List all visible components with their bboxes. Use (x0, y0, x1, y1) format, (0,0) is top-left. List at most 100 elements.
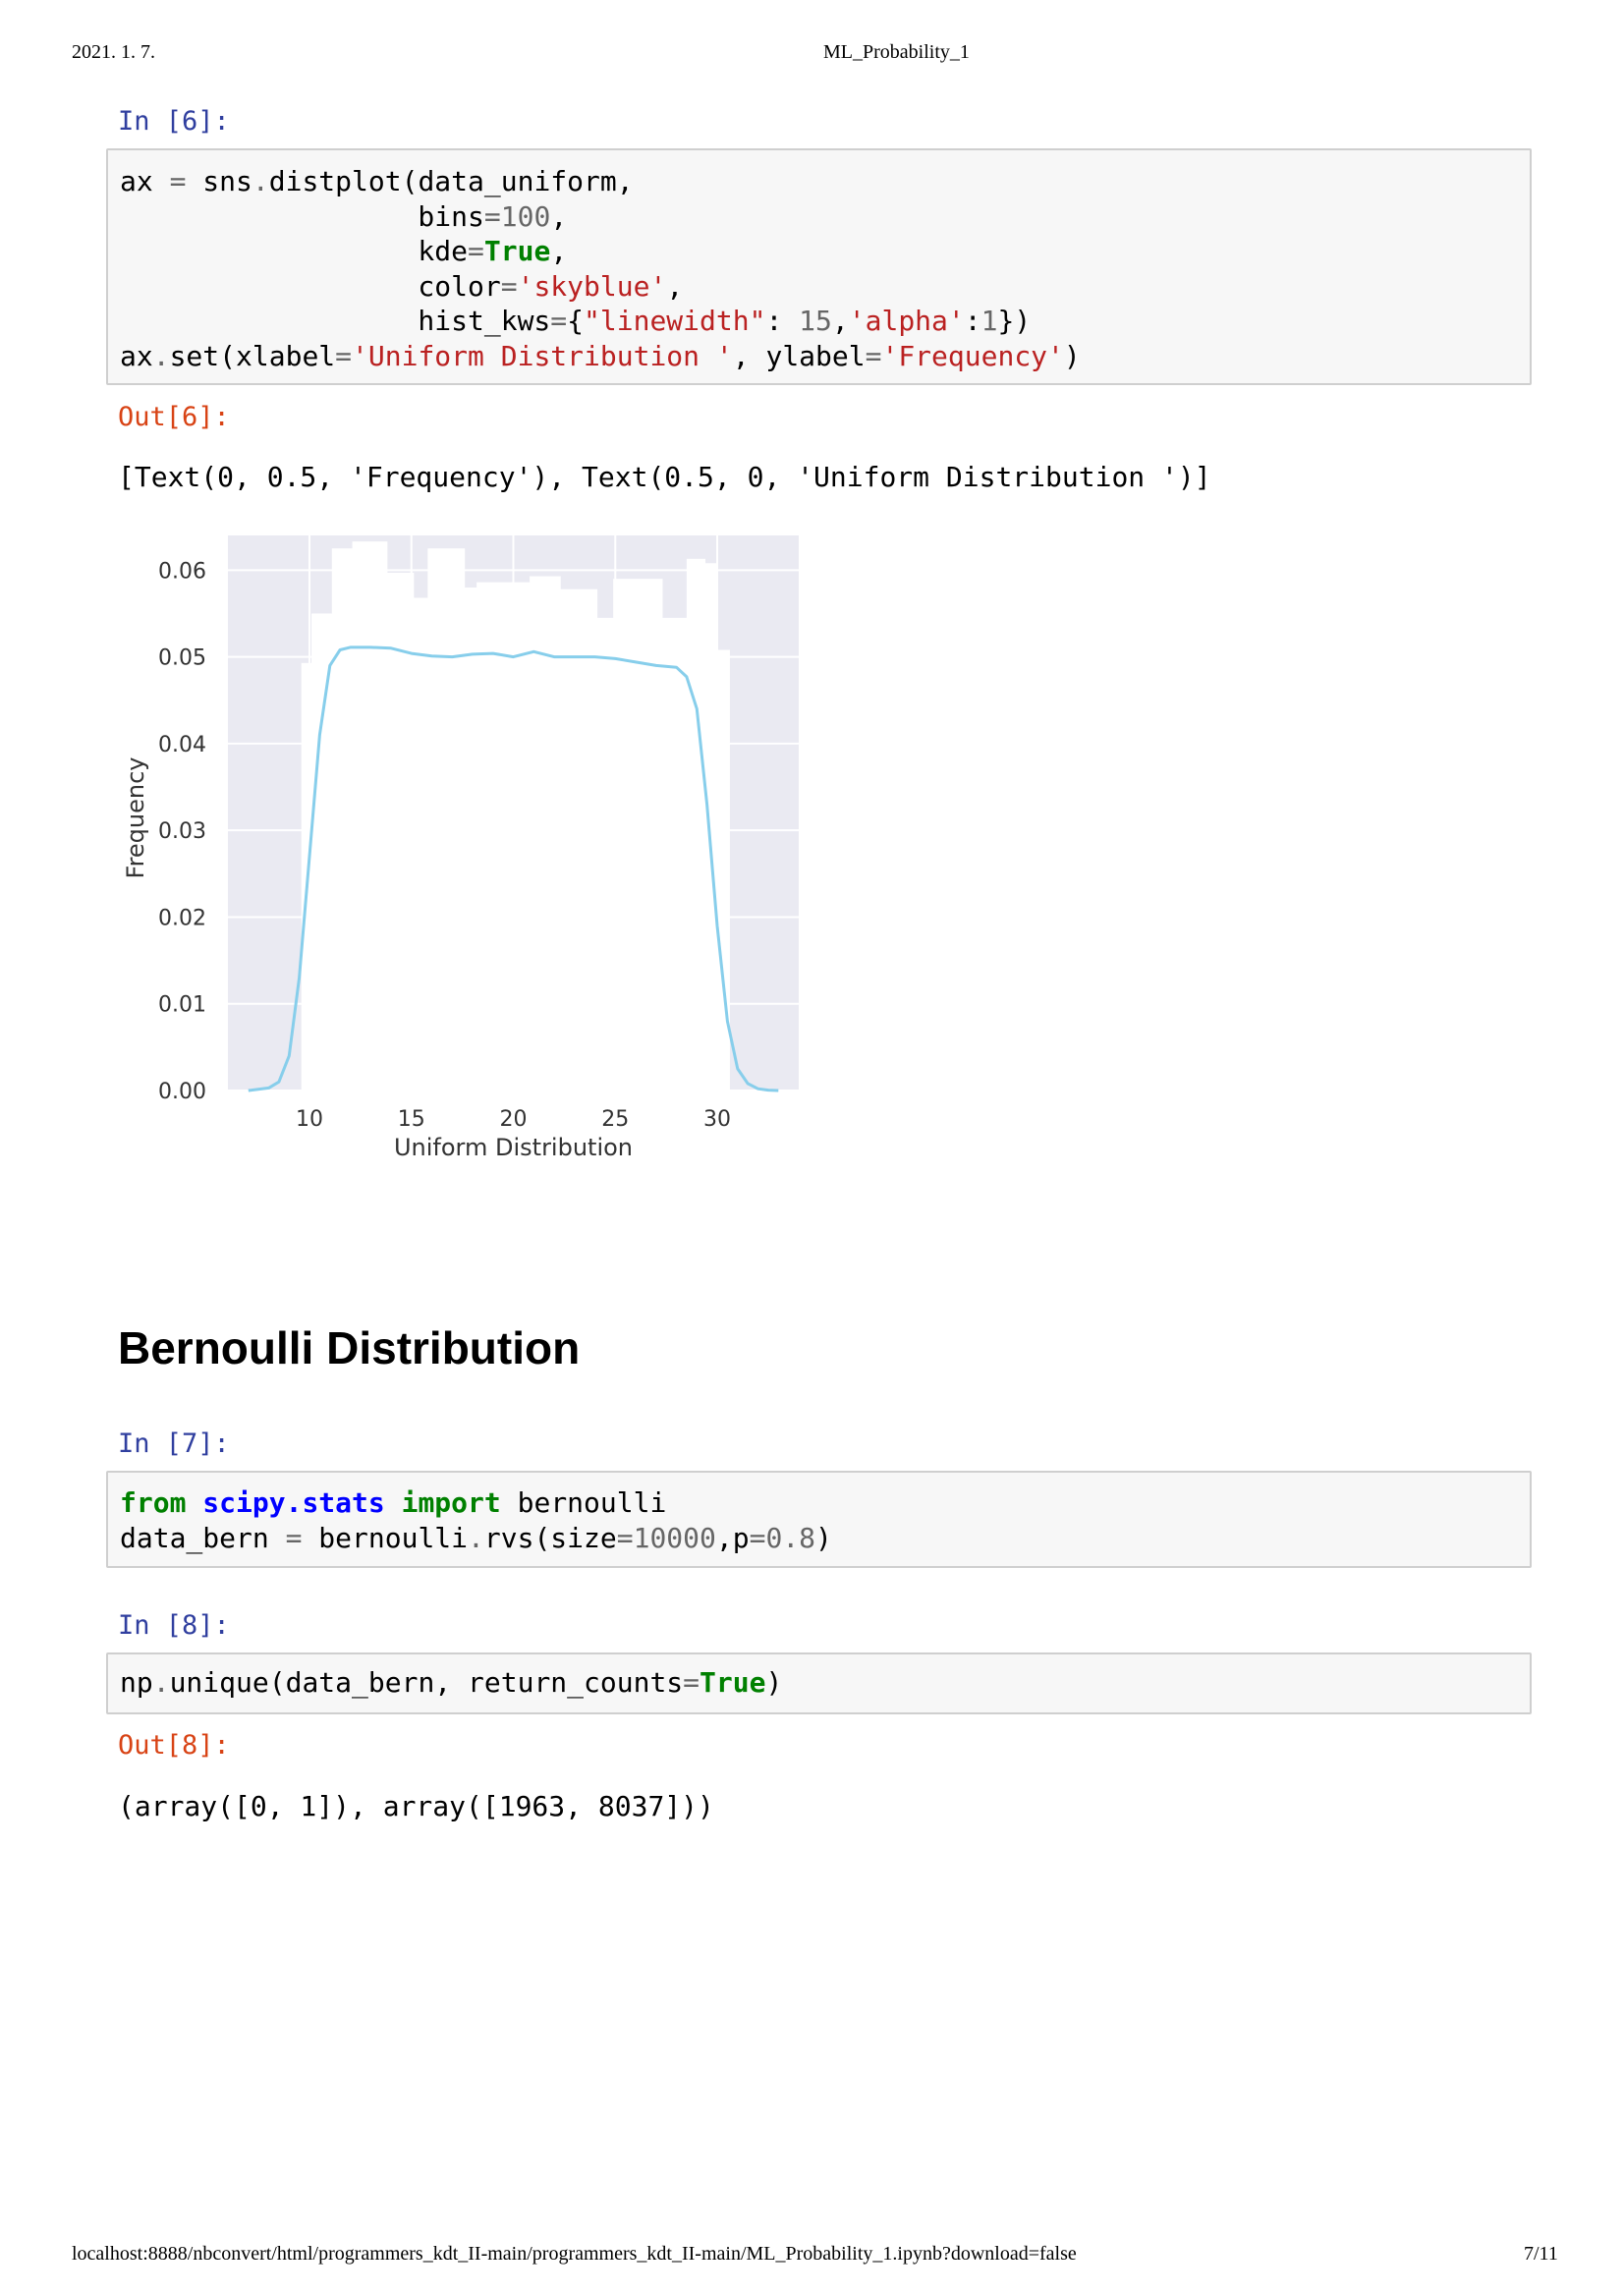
code-token: , (666, 269, 684, 303)
kde-line (248, 645, 779, 1092)
code-token: "linewidth" (584, 305, 766, 337)
code-token: 'Uniform Distribution ' (352, 339, 733, 372)
code-token: distplot(data_uniform, (268, 165, 634, 197)
code-cell[interactable]: ax = sns.distplot(data_uniform, bins=100… (106, 148, 1532, 385)
histogram-bar (311, 613, 333, 1091)
code-token: . (152, 339, 170, 372)
output-text: (array([0, 1]), array([1963, 8037])) (118, 1790, 714, 1822)
histogram-bar (331, 548, 354, 1091)
x-tick-label: 10 (296, 1107, 323, 1132)
section-heading: Bernoulli Distribution (118, 1322, 581, 1373)
output-prompt: Out[8]: (118, 1730, 230, 1761)
y-tick-label: 0.05 (158, 646, 206, 671)
code-token: bins (120, 199, 484, 233)
code-token: , (550, 199, 568, 233)
code-token: color (120, 269, 501, 303)
x-tick-label: 30 (703, 1107, 731, 1132)
code-cell[interactable]: from scipy.stats import bernoulli data_b… (106, 1471, 1532, 1568)
code-token: { (567, 305, 585, 337)
histogram-bar (476, 582, 531, 1091)
code-token: = (169, 165, 187, 197)
code-token: = (483, 199, 501, 233)
y-tick-label: 0.06 (158, 559, 206, 584)
histogram-bar (413, 597, 428, 1091)
code-token: 0.8 (765, 1521, 816, 1554)
histogram-bar (560, 588, 598, 1091)
code-token: ,p (715, 1521, 750, 1554)
histogram-bar (704, 563, 718, 1091)
print-date: 2021. 1. 7. (72, 41, 155, 63)
code-token: = (468, 235, 484, 267)
code-token: = (335, 339, 353, 372)
code-block: ax = sns.distplot(data_uniform, bins=100… (120, 164, 1081, 373)
code-token: import (401, 1486, 501, 1519)
code-token: np (120, 1666, 153, 1699)
code-token: . (252, 165, 269, 197)
code-token: : (765, 305, 800, 337)
y-tick-label: 0.01 (158, 993, 206, 1018)
code-token: . (468, 1521, 484, 1554)
print-title: ML_Probability_1 (823, 41, 970, 63)
code-token: ) (1063, 339, 1081, 372)
code-token (186, 1486, 202, 1519)
code-token: True (700, 1666, 766, 1699)
code-block: from scipy.stats import bernoulli data_b… (120, 1485, 832, 1555)
code-token: 'alpha' (848, 305, 965, 337)
code-token: = (285, 1521, 303, 1554)
histogram-bar (686, 558, 706, 1091)
code-token: }) (997, 305, 1032, 337)
code-token: kde (120, 235, 469, 267)
code-token: 'Frequency' (881, 339, 1064, 372)
distribution-plot: 0.00 0.01 0.02 0.03 0.04 0.05 0.06 10 15 20 25 30 Un… (122, 535, 799, 1161)
y-tick-label: 0.00 (158, 1080, 206, 1104)
code-token: unique(data_bern, return_counts (169, 1666, 684, 1699)
code-token: sns (186, 165, 252, 197)
code-token: , ylabel (732, 339, 866, 372)
y-axis-label: Frequency (122, 757, 149, 879)
code-token: = (500, 269, 518, 303)
x-axis-label: Uniform Distribution (394, 1134, 633, 1161)
code-token: , (831, 305, 849, 337)
code-token: 'skyblue' (517, 269, 667, 303)
code-token: . (152, 1666, 170, 1699)
histogram-bar (596, 617, 614, 1091)
code-token: bernoulli (500, 1486, 667, 1519)
output-prompt: Out[6]: (118, 402, 230, 432)
code-token: bernoulli (302, 1521, 469, 1554)
code-token: 15 (799, 305, 832, 337)
histogram-bar (464, 587, 477, 1091)
code-token: 1 (980, 305, 998, 337)
code-token: data_bern (120, 1521, 286, 1554)
code-block: np.unique(data_bern, return_counts=True) (120, 1665, 782, 1701)
code-token: set(xlabel (169, 339, 336, 372)
code-token: scipy.stats (202, 1486, 385, 1519)
y-tick-label: 0.03 (158, 819, 206, 844)
code-token: = (683, 1666, 700, 1699)
code-token: ax (120, 165, 170, 197)
code-token: rvs(size (483, 1521, 617, 1554)
code-token: True (483, 235, 551, 267)
code-cell[interactable]: np.unique(data_bern, return_counts=True) (106, 1652, 1532, 1714)
code-token: ax (120, 339, 153, 372)
x-tick-label: 25 (601, 1107, 629, 1132)
x-tick-label: 20 (500, 1107, 528, 1132)
code-token: 100 (500, 199, 551, 233)
code-token: hist_kws (120, 305, 551, 337)
histogram-bar (661, 617, 688, 1091)
x-tick-label: 15 (398, 1107, 425, 1132)
input-prompt: In [6]: (118, 106, 230, 137)
histogram-bar (717, 649, 730, 1091)
histogram-bar (613, 579, 663, 1091)
output-text: [Text(0, 0.5, 'Frequency'), Text(0.5, 0,… (118, 461, 1211, 493)
code-token: = (749, 1521, 766, 1554)
input-prompt: In [8]: (118, 1610, 230, 1641)
y-tick-label: 0.04 (158, 733, 206, 757)
histogram-bar (386, 572, 415, 1091)
code-token: from (120, 1486, 187, 1519)
y-tick-label: 0.02 (158, 906, 206, 930)
histogram-bar (427, 548, 466, 1091)
input-prompt: In [7]: (118, 1428, 230, 1459)
code-token: = (616, 1521, 634, 1554)
code-token: , (550, 235, 568, 267)
code-token (385, 1486, 402, 1519)
